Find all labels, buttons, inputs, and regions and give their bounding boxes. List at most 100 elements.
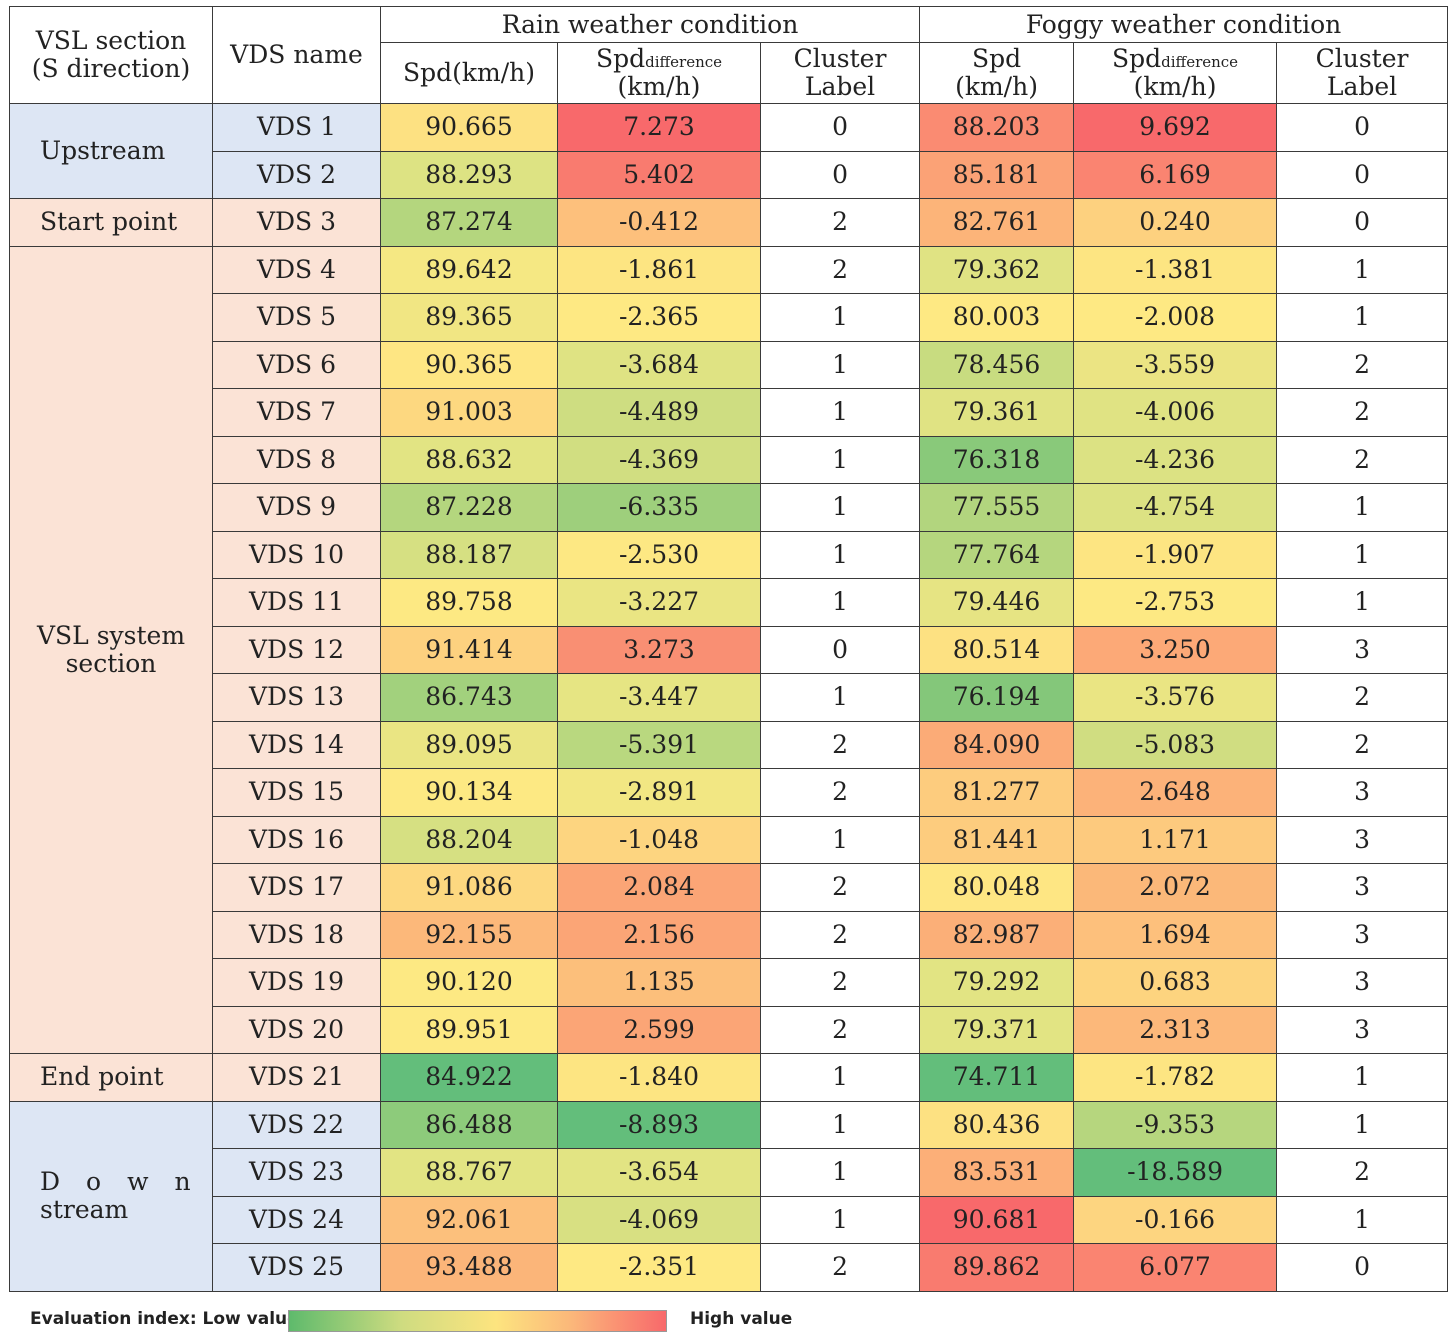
vds-name-cell: VDS 3 — [212, 198, 381, 247]
vds-name-cell: VDS 11 — [212, 578, 381, 627]
fog-spd-cell: 79.371 — [919, 1005, 1075, 1054]
rain-spd-diff-cell: -5.391 — [557, 720, 761, 769]
rain-spd-diff-cell: -3.684 — [557, 340, 761, 389]
rain-spd-diff-cell: -2.351 — [557, 1243, 761, 1292]
section-label: Start point — [9, 198, 213, 247]
rain-cluster-cell: 2 — [759, 1005, 921, 1054]
table-row: VDS 11 89.758 -3.227 1 79.446 -2.753 1 — [10, 578, 1449, 627]
table-row: VDS 25 93.488 -2.351 2 89.862 6.077 0 — [10, 1243, 1449, 1292]
table-header: VSL section (S direction) VDS name Rain w… — [9, 6, 1449, 104]
rain-cluster-cell: 1 — [759, 1195, 921, 1244]
rain-spd-diff-cell: -1.048 — [557, 815, 761, 864]
fog-spd-cell: 90.681 — [919, 1195, 1075, 1244]
fog-spd-diff-cell: 6.169 — [1073, 150, 1278, 199]
vds-name-cell: VDS 25 — [212, 1243, 381, 1292]
rain-spd-diff-cell: -8.893 — [557, 1100, 761, 1149]
fog-cluster-cell: 1 — [1276, 1100, 1449, 1149]
fog-spd-diff-cell: -5.083 — [1073, 720, 1278, 769]
legend-high-label: High value — [690, 1309, 793, 1329]
fog-cluster-cell: 0 — [1276, 150, 1449, 199]
fog-spd-cell: 79.361 — [919, 388, 1075, 437]
rain-cluster-cell: 2 — [759, 958, 921, 1007]
fog-spd-cell: 79.292 — [919, 958, 1075, 1007]
table-row: Upstream VDS 1 90.665 7.273 0 88.203 9.692 0 — [9, 103, 1449, 199]
fog-cluster-cell: 1 — [1276, 578, 1449, 627]
vds-name-cell: VDS 5 — [212, 293, 381, 342]
fog-spd-diff-cell: -4.236 — [1073, 435, 1278, 484]
fog-cluster-cell: 3 — [1276, 863, 1449, 912]
fog-spd-cell: 80.048 — [919, 863, 1075, 912]
rain-spd-cell: 87.228 — [380, 483, 558, 532]
fog-spd-cell: 77.764 — [919, 530, 1075, 579]
rain-cluster-cell: 0 — [759, 103, 921, 152]
fog-spd-cell: 76.194 — [919, 673, 1075, 722]
rain-cluster-cell: 2 — [759, 198, 921, 247]
rain-cluster-cell: 1 — [759, 435, 921, 484]
vds-name-cell: VDS 18 — [212, 910, 381, 959]
rain-spd-cell: 92.061 — [380, 1195, 558, 1244]
header-rain-cluster: Cluster Label — [759, 42, 921, 104]
header-vsl-section: VSL section (S direction) — [9, 6, 213, 104]
color-legend: Evaluation index: Low value High value — [30, 1307, 830, 1335]
rain-cluster-cell: 2 — [759, 768, 921, 817]
fog-spd-diff-cell: 0.240 — [1073, 198, 1278, 247]
fog-spd-cell: 80.003 — [919, 293, 1075, 342]
rain-spd-diff-cell: -0.412 — [557, 198, 761, 247]
rain-cluster-cell: 1 — [759, 1053, 921, 1102]
vds-name-cell: VDS 14 — [212, 720, 381, 769]
fog-cluster-cell: 1 — [1276, 245, 1449, 294]
fog-spd-cell: 85.181 — [919, 150, 1075, 199]
rain-spd-diff-cell: -1.861 — [557, 245, 761, 294]
table-row: Down stream VDS 22 86.488 -8.893 1 80.436 -9.35… — [9, 1100, 1449, 1292]
section-label: End point — [9, 1053, 213, 1102]
table-row: VDS 9 87.228 -6.335 1 77.555 -4.754 1 — [10, 483, 1449, 532]
speed-cluster-table: VSL section (S direction) VDS name Rain w… — [9, 6, 1449, 1292]
rain-spd-cell: 92.155 — [380, 910, 558, 959]
table-row: VDS 18 92.155 2.156 2 82.987 1.694 3 — [10, 910, 1449, 959]
fog-spd-diff-cell: -1.381 — [1073, 245, 1278, 294]
fog-cluster-cell: 2 — [1276, 435, 1449, 484]
vds-name-cell: VDS 16 — [212, 815, 381, 864]
fog-cluster-cell: 2 — [1276, 340, 1449, 389]
fog-spd-diff-cell: -2.753 — [1073, 578, 1278, 627]
rain-spd-cell: 89.642 — [380, 245, 558, 294]
table-row: Start point VDS 3 87.274 -0.412 2 82.761 0.240… — [9, 198, 1449, 247]
rain-spd-diff-cell: -2.365 — [557, 293, 761, 342]
rain-spd-cell: 86.743 — [380, 673, 558, 722]
table-row: VSL system section VDS 4 89.642 -1.861 2 79.36… — [9, 245, 1449, 1054]
rain-cluster-cell: 2 — [759, 245, 921, 294]
rain-spd-diff-cell: -6.335 — [557, 483, 761, 532]
vds-name-cell: VDS 1 — [212, 103, 381, 152]
fog-spd-cell: 78.456 — [919, 340, 1075, 389]
fog-cluster-cell: 3 — [1276, 910, 1449, 959]
rain-cluster-cell: 1 — [759, 483, 921, 532]
rain-cluster-cell: 1 — [759, 388, 921, 437]
fog-cluster-cell: 3 — [1276, 625, 1449, 674]
vds-name-cell: VDS 4 — [212, 245, 381, 294]
fog-spd-diff-cell: -9.353 — [1073, 1100, 1278, 1149]
header-fog-spd: Spd (km/h) — [919, 42, 1075, 104]
table-row: VDS 6 90.365 -3.684 1 78.456 -3.559 2 — [10, 340, 1449, 389]
vds-name-cell: VDS 13 — [212, 673, 381, 722]
fog-spd-cell: 84.090 — [919, 720, 1075, 769]
header-fog-cluster: Cluster Label — [1276, 42, 1449, 104]
table-row: VDS 13 86.743 -3.447 1 76.194 -3.576 2 — [10, 673, 1449, 722]
rain-spd-diff-cell: -4.369 — [557, 435, 761, 484]
vds-name-cell: VDS 19 — [212, 958, 381, 1007]
header-rain-spd: Spd(km/h) — [380, 42, 558, 104]
rain-cluster-cell: 1 — [759, 340, 921, 389]
fog-spd-diff-cell: 6.077 — [1073, 1243, 1278, 1292]
rain-spd-cell: 87.274 — [380, 198, 558, 247]
fog-cluster-cell: 0 — [1276, 198, 1449, 247]
table-row: VDS 16 88.204 -1.048 1 81.441 1.171 3 — [10, 815, 1449, 864]
fog-spd-diff-cell: -4.006 — [1073, 388, 1278, 437]
fog-spd-cell: 81.441 — [919, 815, 1075, 864]
rain-spd-cell: 90.365 — [380, 340, 558, 389]
fog-spd-cell: 81.277 — [919, 768, 1075, 817]
table-row: VDS 14 89.095 -5.391 2 84.090 -5.083 2 — [10, 720, 1449, 769]
fog-spd-diff-cell: 9.692 — [1073, 103, 1278, 152]
fog-cluster-cell: 3 — [1276, 958, 1449, 1007]
table-row: VDS 15 90.134 -2.891 2 81.277 2.648 3 — [10, 768, 1449, 817]
rain-spd-diff-cell: -3.654 — [557, 1148, 761, 1197]
vds-name-cell: VDS 6 — [212, 340, 381, 389]
